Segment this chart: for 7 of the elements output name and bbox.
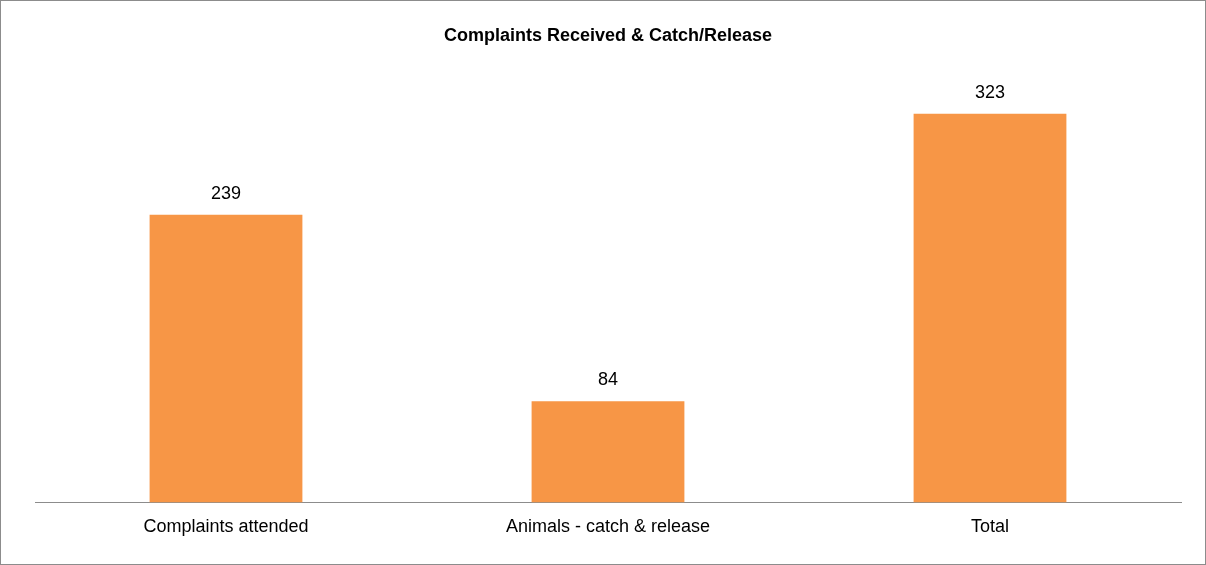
x-tick-label: Animals - catch & release [505, 516, 711, 537]
data-label: 323 [974, 81, 1006, 102]
x-tick-label: Complaints attended [143, 516, 309, 537]
x-tick-label: Total [970, 516, 1010, 537]
data-label: 239 [210, 182, 242, 203]
chart-title: Complaints Received & Catch/Release [443, 24, 773, 45]
data-label: 84 [597, 369, 619, 390]
